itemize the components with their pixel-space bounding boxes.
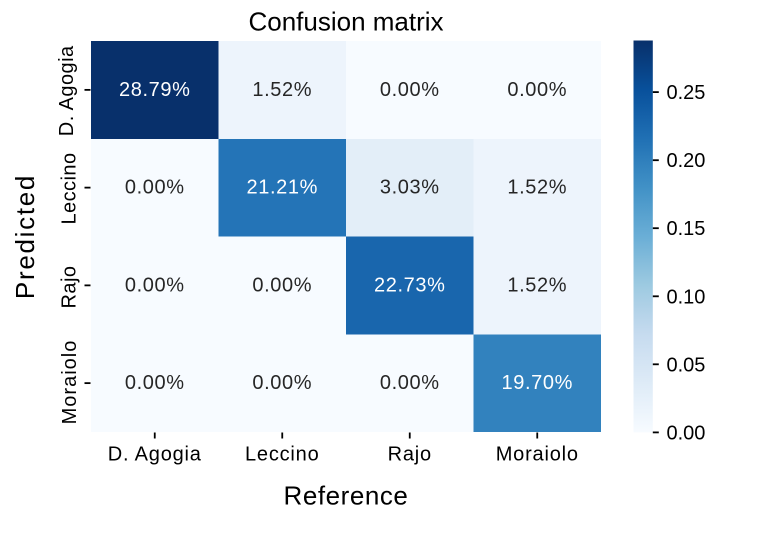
svg-text:Predicted: Predicted [10, 174, 40, 299]
svg-text:0.00%: 0.00% [125, 275, 185, 297]
svg-text:Rajo: Rajo [58, 266, 80, 309]
svg-text:0.00: 0.00 [667, 422, 706, 444]
svg-text:Moraiolo: Moraiolo [496, 444, 579, 466]
svg-text:0.00%: 0.00% [252, 372, 312, 394]
svg-text:1.52%: 1.52% [507, 177, 567, 199]
svg-text:Leccino: Leccino [245, 444, 320, 466]
svg-text:D. Agogia: D. Agogia [56, 45, 78, 136]
svg-text:0.10: 0.10 [667, 286, 706, 308]
svg-text:0.00%: 0.00% [125, 372, 185, 394]
svg-text:3.03%: 3.03% [380, 177, 440, 199]
svg-text:Confusion matrix: Confusion matrix [248, 7, 443, 37]
svg-text:0.20: 0.20 [667, 150, 706, 172]
svg-text:0.00%: 0.00% [507, 79, 567, 101]
svg-text:0.15: 0.15 [667, 218, 706, 240]
svg-text:Moraiolo: Moraiolo [59, 340, 81, 425]
svg-text:21.21%: 21.21% [247, 177, 318, 199]
svg-text:Reference: Reference [284, 481, 409, 511]
svg-text:Rajo: Rajo [388, 444, 432, 466]
svg-text:0.00%: 0.00% [380, 79, 440, 101]
svg-text:0.00%: 0.00% [380, 372, 440, 394]
svg-text:0.00%: 0.00% [125, 177, 185, 199]
svg-text:D. Agogia: D. Agogia [108, 444, 202, 466]
svg-text:0.05: 0.05 [667, 354, 706, 376]
svg-text:22.73%: 22.73% [374, 275, 445, 297]
svg-text:0.25: 0.25 [667, 82, 706, 104]
svg-text:1.52%: 1.52% [507, 275, 567, 297]
svg-text:19.70%: 19.70% [502, 372, 573, 394]
svg-text:0.00%: 0.00% [252, 275, 312, 297]
svg-text:1.52%: 1.52% [252, 79, 312, 101]
svg-text:28.79%: 28.79% [119, 79, 190, 101]
svg-text:Leccino: Leccino [58, 152, 80, 224]
